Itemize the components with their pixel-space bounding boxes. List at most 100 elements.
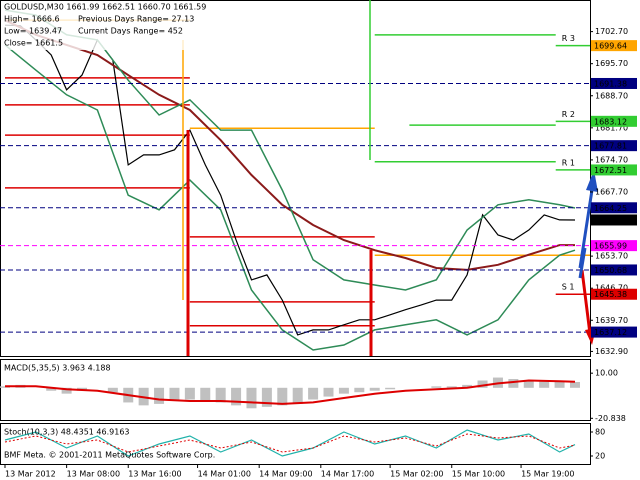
histogram-bar: [385, 387, 396, 390]
series-line: [4, 19, 575, 271]
price-label: 1637.12: [594, 328, 627, 337]
y-tick-label: 1688.70: [595, 91, 628, 100]
x-tick-label: 14 Mar 09:00: [259, 470, 312, 479]
info-text: Current Days Range= 452: [78, 27, 183, 36]
arrow-up: [578, 189, 594, 269]
x-tick-label: 15 Mar 19:00: [521, 470, 574, 479]
histogram-bar: [508, 379, 519, 388]
info-text: Low= 1639.47: [4, 27, 62, 36]
histogram-bar: [523, 380, 534, 388]
copyright: BMF Meta. © 2001-2011 MetaQuotes Softwar…: [4, 451, 215, 460]
price-label-box: [591, 214, 637, 226]
arrow-down: [580, 269, 592, 335]
x-tick-label: 13 Mar 2012: [5, 470, 56, 479]
y-tick-label: 1639.70: [595, 316, 628, 325]
price-label: 1661.59: [594, 216, 627, 225]
histogram-bar: [308, 387, 319, 400]
price-label-box: [591, 164, 637, 176]
histogram-bar: [462, 384, 473, 388]
y-tick-label: 1702.70: [595, 27, 628, 36]
plot-layer: R 3 R 2 R 1 S 1: [0, 9, 590, 457]
price-label: 1677.81: [594, 142, 627, 151]
info-text: Close= 1661.5: [4, 39, 63, 48]
price-label: 1672.51: [594, 166, 627, 175]
price-label-box: [591, 326, 637, 338]
histogram-bar: [539, 380, 550, 388]
histogram-bar: [569, 382, 580, 388]
y-tick-label: 1695.70: [595, 59, 628, 68]
pivot-label: S 1: [562, 283, 575, 292]
arrow-head: [586, 170, 598, 192]
histogram-bar: [107, 387, 118, 393]
histogram-bar: [261, 387, 272, 407]
x-tick-label: 15 Mar 10:00: [452, 470, 505, 479]
y-tick-label: 80: [595, 428, 605, 437]
price-label-box: [591, 115, 637, 127]
y-tick-label: 1681.70: [595, 123, 628, 132]
series-line: [5, 379, 576, 405]
x-tick-label: 13 Mar 16:00: [128, 470, 181, 479]
price-label: 1683.12: [594, 117, 627, 126]
series-line: [4, 44, 576, 351]
x-tick-label: 14 Mar 01:00: [198, 470, 251, 479]
histogram-bar: [354, 387, 365, 393]
pivot-label: R 1: [562, 158, 575, 167]
series-line: [4, 433, 576, 453]
y-tick-label: 1646.70: [595, 284, 628, 293]
price-label: 1645.38: [594, 290, 627, 299]
histogram-bar: [323, 387, 334, 397]
series-line: [4, 24, 576, 336]
histogram-bar: [154, 387, 165, 404]
price-label: 1699.64: [594, 42, 627, 51]
stoch-title: Stoch(10,3,3) 48.4351 46.9163: [4, 428, 130, 437]
pivot-label: R 3: [562, 34, 575, 43]
arrow-down: [578, 247, 587, 279]
histogram-bar: [46, 387, 57, 391]
chart-title: GOLDUSD,M30 1661.99 1662.51 1660.70 1661…: [4, 3, 206, 12]
price-label-box: [591, 40, 637, 52]
histogram-bar: [554, 381, 565, 388]
price-label-box: [591, 288, 637, 300]
histogram-bar: [338, 387, 349, 394]
x-tick-label: 14 Mar 17:00: [321, 470, 374, 479]
pivot-label: R 2: [562, 110, 575, 119]
x-tick-label: 15 Mar 02:00: [390, 470, 443, 479]
histogram-bar: [61, 387, 72, 394]
info-text: Previous Days Range= 27.13: [78, 15, 194, 24]
price-label-box: [591, 77, 637, 89]
stoch-panel: [0, 423, 591, 465]
price-label-box: [591, 202, 637, 214]
histogram-bar: [431, 386, 442, 388]
histogram-bar: [184, 387, 195, 400]
histogram-bar: [231, 387, 242, 406]
macd-title: MACD(5,35,5) 3.963 4.188: [4, 364, 111, 373]
histogram-bar: [446, 386, 457, 388]
histogram-bar: [477, 380, 488, 388]
macd-panel: [0, 359, 591, 421]
histogram-bar: [200, 387, 211, 401]
info-text: High= 1666.6: [4, 15, 60, 24]
y-tick-label: 1632.90: [595, 347, 628, 356]
x-tick-label: 13 Mar 08:00: [67, 470, 120, 479]
price-label: 1650.68: [594, 266, 627, 275]
histogram-bar: [169, 387, 180, 401]
y-tick-label: 10.00: [595, 369, 618, 378]
histogram-bar: [369, 387, 380, 391]
y-tick-label: 1653.70: [595, 252, 628, 261]
price-label: 1664.25: [594, 204, 627, 213]
main-panel: [0, 0, 591, 357]
histogram-bar: [277, 387, 288, 406]
y-tick-label: -20.838: [595, 414, 626, 423]
y-tick-label: 1674.70: [595, 155, 628, 164]
y-tick-label: 1667.70: [595, 187, 628, 196]
y-tick-label: 20: [595, 452, 605, 461]
series-line: [4, 429, 576, 457]
price-label: 1655.99: [594, 242, 627, 251]
price-label: 1691.38: [594, 79, 627, 88]
info-box: [2, 2, 212, 50]
histogram-bar: [215, 387, 226, 403]
histogram-bar: [292, 387, 303, 404]
price-label-box: [591, 264, 637, 276]
